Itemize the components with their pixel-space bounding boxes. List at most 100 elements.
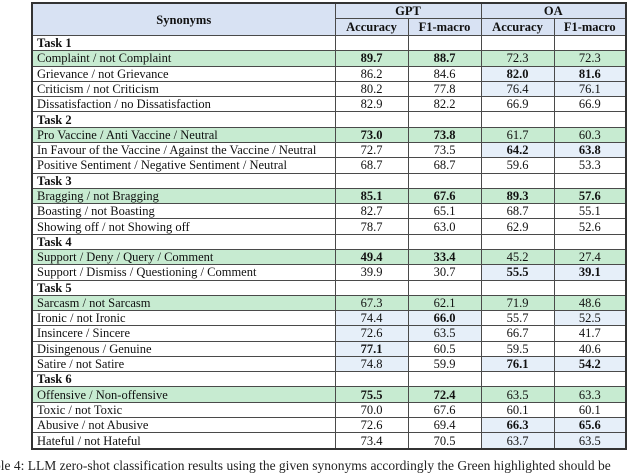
empty-cell <box>334 34 409 52</box>
table-row: Disingenous / Genuine 77.1 60.5 59.5 40.6 <box>31 340 627 357</box>
table-row: Boasting / not Boasting 82.7 65.1 68.7 55.1 <box>31 203 627 220</box>
empty-cell <box>407 172 482 189</box>
empty-cell <box>334 279 409 296</box>
task-header-row: Task 5 <box>31 279 627 296</box>
empty-cell <box>480 111 555 128</box>
value-cell: 85.1 <box>334 187 409 205</box>
value-cell: 76.1 <box>553 80 627 98</box>
synonym-cell: Complaint / not Complaint <box>31 50 336 67</box>
value-cell: 59.6 <box>480 157 555 174</box>
value-cell: 67.6 <box>407 401 482 419</box>
table-row: Abusive / not Abusive 72.6 69.4 66.3 65.6 <box>31 417 627 434</box>
value-cell: 74.4 <box>334 310 409 327</box>
value-cell: 80.2 <box>334 80 409 98</box>
value-cell: 76.4 <box>480 80 555 98</box>
value-cell: 68.7 <box>334 157 409 174</box>
task-header-row: Task 4 <box>31 233 627 250</box>
table-row: Grievance / not Grievance 86.2 84.6 82.0 81.… <box>31 65 627 82</box>
table-row: In Favour of the Vaccine / Against the V… <box>31 141 627 159</box>
value-cell: 39.9 <box>334 264 409 281</box>
value-cell: 82.9 <box>334 96 409 113</box>
value-cell: 78.7 <box>334 218 409 235</box>
table-row: Toxic / not Toxic 70.0 67.6 60.1 60.1 <box>31 401 627 419</box>
value-cell: 41.7 <box>553 325 627 342</box>
value-cell: 65.6 <box>553 417 627 434</box>
empty-cell <box>480 233 555 250</box>
empty-cell <box>553 111 627 128</box>
group-header-row: Synonyms GPT OA <box>31 2 627 36</box>
value-cell: 55.1 <box>553 203 627 220</box>
value-cell: 72.6 <box>334 417 409 434</box>
empty-cell <box>334 233 409 250</box>
table-row: Sarcasm / not Sarcasm 67.3 62.1 71.9 48.6 <box>31 294 627 312</box>
table-row: Positive Sentiment / Negative Sentiment … <box>31 157 627 174</box>
empty-cell <box>407 371 482 388</box>
value-cell: 40.6 <box>553 340 627 357</box>
table-body: Task 1 Complaint / not Complaint 89.7 88.7 7… <box>31 34 627 450</box>
synonym-cell: In Favour of the Vaccine / Against the V… <box>31 141 336 159</box>
value-cell: 62.1 <box>407 294 482 312</box>
synonym-cell: Positive Sentiment / Negative Sentiment … <box>31 157 336 174</box>
value-cell: 72.4 <box>407 386 482 403</box>
value-cell: 45.2 <box>480 248 555 266</box>
empty-cell <box>553 172 627 189</box>
value-cell: 66.0 <box>407 310 482 327</box>
value-cell: 77.1 <box>334 340 409 357</box>
value-cell: 84.6 <box>407 65 482 82</box>
synonym-cell: Offensive / Non-offensive <box>31 386 336 403</box>
synonym-cell: Satire / not Satire <box>31 355 336 373</box>
table-row: Ironic / not Ironic 74.4 66.0 55.7 52.5 <box>31 310 627 327</box>
table-row: Criticism / not Criticism 80.2 77.8 76.4 76.… <box>31 80 627 98</box>
empty-cell <box>334 371 409 388</box>
metric-header-row: Accuracy F1-macro Accuracy F1-macro <box>32 18 627 36</box>
gpt-group-header: GPT <box>334 2 482 19</box>
table-caption: ble 4: LLM zero-shot classification resu… <box>0 458 611 473</box>
value-cell: 74.8 <box>334 355 409 373</box>
value-cell: 68.7 <box>480 203 555 220</box>
value-cell: 55.5 <box>480 264 555 281</box>
results-table: Synonyms GPT OA Accuracy F1-macro Accura… <box>31 2 628 450</box>
value-cell: 66.3 <box>480 417 555 434</box>
table-row: Satire / not Satire 74.8 59.9 76.1 54.2 <box>31 355 627 373</box>
value-cell: 60.1 <box>480 401 555 419</box>
value-cell: 63.7 <box>480 432 555 450</box>
synonym-cell: Sarcasm / not Sarcasm <box>31 294 336 312</box>
task-label: Task 2 <box>31 111 336 128</box>
value-cell: 61.7 <box>480 126 555 143</box>
empty-cell <box>553 233 627 250</box>
empty-cell <box>334 111 409 128</box>
synonym-cell: Disingenous / Genuine <box>31 340 336 357</box>
synonym-cell: Abusive / not Abusive <box>31 417 336 434</box>
value-cell: 60.1 <box>553 401 627 419</box>
value-cell: 63.3 <box>553 386 627 403</box>
value-cell: 62.9 <box>480 218 555 235</box>
oa-accuracy-header: Accuracy <box>480 18 555 36</box>
value-cell: 69.4 <box>407 417 482 434</box>
value-cell: 88.7 <box>407 50 482 67</box>
empty-cell <box>407 111 482 128</box>
value-cell: 81.6 <box>553 65 627 82</box>
value-cell: 67.6 <box>407 187 482 205</box>
value-cell: 63.5 <box>553 432 627 450</box>
table-row: Pro Vaccine / Anti Vaccine / Neutral 73.0… <box>31 126 627 143</box>
empty-cell <box>480 34 555 52</box>
empty-cell <box>553 279 627 296</box>
synonyms-column-header: Synonyms <box>31 2 336 36</box>
value-cell: 71.9 <box>480 294 555 312</box>
value-cell: 72.3 <box>553 50 627 67</box>
empty-cell <box>407 34 482 52</box>
value-cell: 73.0 <box>334 126 409 143</box>
table-row: Hateful / not Hateful 73.4 70.5 63.7 63.5 <box>31 432 627 450</box>
value-cell: 53.3 <box>553 157 627 174</box>
task-label: Task 5 <box>31 279 336 296</box>
value-cell: 70.5 <box>407 432 482 450</box>
empty-cell <box>407 233 482 250</box>
value-cell: 63.5 <box>480 386 555 403</box>
value-cell: 82.7 <box>334 203 409 220</box>
value-cell: 76.1 <box>480 355 555 373</box>
task-label: Task 3 <box>31 172 336 189</box>
value-cell: 39.1 <box>553 264 627 281</box>
value-cell: 66.9 <box>553 96 627 113</box>
synonym-cell: Bragging / not Bragging <box>31 187 336 205</box>
gpt-accuracy-header: Accuracy <box>334 18 409 36</box>
